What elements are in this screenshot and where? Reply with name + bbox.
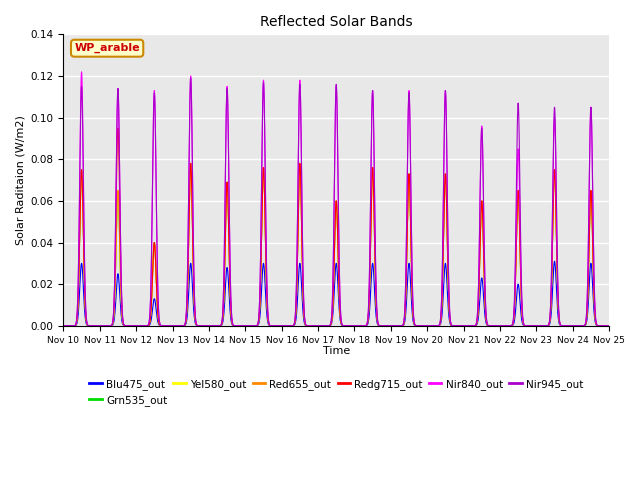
Y-axis label: Solar Raditaion (W/m2): Solar Raditaion (W/m2) [15, 115, 25, 245]
Title: Reflected Solar Bands: Reflected Solar Bands [260, 15, 413, 29]
Legend: Blu475_out, Grn535_out, Yel580_out, Red655_out, Redg715_out, Nir840_out, Nir945_: Blu475_out, Grn535_out, Yel580_out, Red6… [85, 375, 588, 410]
X-axis label: Time: Time [323, 346, 350, 356]
Text: WP_arable: WP_arable [74, 43, 140, 53]
